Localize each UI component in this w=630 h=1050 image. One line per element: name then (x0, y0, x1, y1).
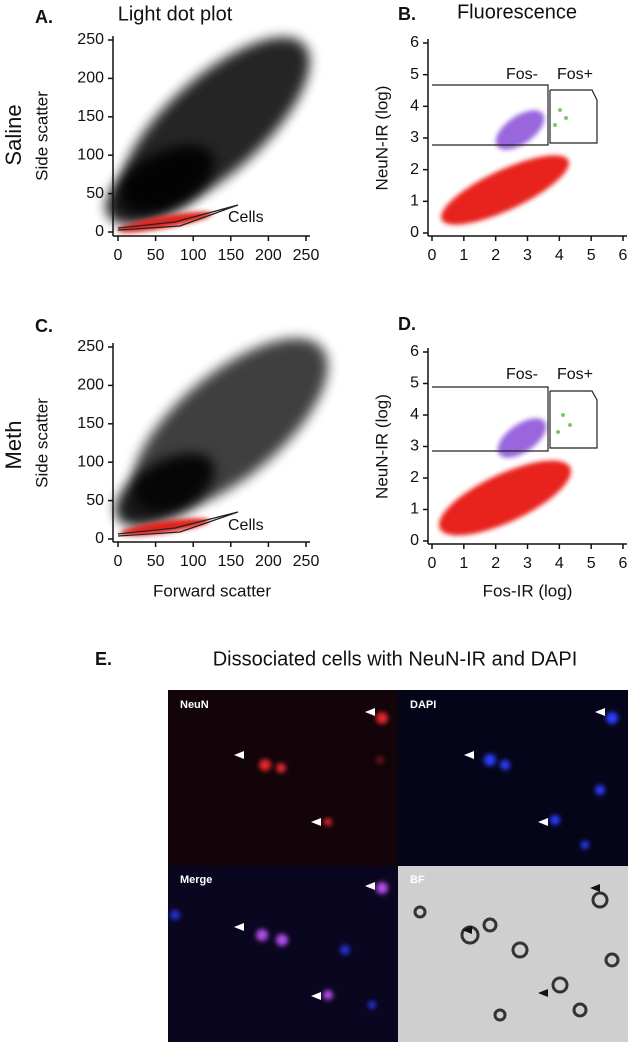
row-label: Saline (1, 104, 26, 165)
x-tick-label: 0 (114, 553, 123, 570)
y-tick-label: 0 (95, 223, 104, 240)
x-axis-label: Forward scatter (153, 581, 271, 600)
row-label: Meth (1, 421, 26, 470)
y-tick-label: 250 (77, 338, 104, 355)
gate-cells-c (117, 511, 239, 537)
panel-title: Light dot plot (118, 3, 233, 25)
y-tick-label: 5 (410, 375, 419, 392)
x-tick-label: 5 (587, 555, 596, 572)
x-tick-label: 150 (217, 553, 244, 570)
gate-cells-a (117, 204, 239, 231)
gate-fos-pos-b (549, 89, 598, 144)
y-tick-label: 50 (86, 185, 104, 202)
y-axis-label: NeuN-IR (log) (372, 86, 391, 191)
y-tick-label: 5 (410, 66, 419, 83)
y-tick-label: 150 (77, 415, 104, 432)
x-tick-label: 2 (491, 555, 500, 572)
y-tick-label: 0 (95, 530, 104, 547)
x-tick-label: 1 (459, 555, 468, 572)
gate-label: Fos+ (557, 366, 593, 383)
panel-letter: D. (398, 314, 416, 334)
y-tick-label: 3 (410, 438, 419, 455)
y-tick-label: 100 (77, 146, 104, 163)
x-tick-label: 2 (491, 247, 500, 264)
x-tick-label: 4 (555, 555, 564, 572)
x-tick-label: 0 (428, 247, 437, 264)
x-tick-label: 0 (114, 247, 123, 264)
y-tick-label: 250 (77, 31, 104, 48)
gate-label: Fos+ (557, 66, 593, 83)
y-tick-label: 1 (410, 501, 419, 518)
y-tick-label: 0 (410, 532, 419, 549)
micrograph (168, 690, 628, 1042)
gate-label: Cells (228, 209, 264, 226)
x-tick-label: 50 (147, 553, 165, 570)
y-tick-label: 2 (410, 469, 419, 486)
x-tick-label: 100 (180, 247, 207, 264)
x-tick-label: 6 (619, 247, 628, 264)
x-tick-label: 150 (217, 247, 244, 264)
panel-title: Fluorescence (457, 1, 577, 23)
y-tick-label: 6 (410, 34, 419, 51)
panel-title: Dissociated cells with NeuN-IR and DAPI (213, 648, 578, 670)
density-d (438, 413, 572, 536)
density-b (440, 108, 570, 225)
y-tick-label: 100 (77, 453, 104, 470)
y-tick-label: 3 (410, 129, 419, 146)
panel-letter: B. (398, 4, 416, 24)
gate-label: Fos- (506, 66, 538, 83)
x-tick-label: 50 (147, 247, 165, 264)
x-tick-label: 4 (555, 247, 564, 264)
panel-letter: E. (95, 649, 112, 669)
x-axis-label: Fos-IR (log) (483, 581, 573, 600)
gate-fos-pos-d (549, 390, 598, 449)
quadrant-label: DAPI (410, 699, 436, 711)
y-tick-label: 6 (410, 343, 419, 360)
gate-fos-neg-b (432, 84, 549, 146)
x-tick-label: 200 (255, 247, 282, 264)
density-a (105, 37, 310, 233)
x-tick-label: 200 (255, 553, 282, 570)
density-c (115, 338, 328, 536)
y-tick-label: 2 (410, 161, 419, 178)
x-tick-label: 0 (428, 555, 437, 572)
y-tick-label: 200 (77, 70, 104, 87)
gate-label: Fos- (506, 366, 538, 383)
quadrant-label: BF (410, 874, 425, 886)
quadrant-label: NeuN (180, 699, 209, 711)
y-tick-label: 50 (86, 492, 104, 509)
y-tick-label: 1 (410, 193, 419, 210)
x-tick-label: 6 (619, 555, 628, 572)
x-tick-label: 100 (180, 553, 207, 570)
panel-letter: C. (35, 316, 53, 336)
x-tick-label: 1 (459, 247, 468, 264)
y-tick-label: 4 (410, 406, 419, 423)
y-axis-label: Side scatter (32, 91, 51, 181)
y-tick-label: 0 (410, 224, 419, 241)
panel-letter: A. (35, 7, 53, 27)
x-tick-label: 3 (523, 555, 532, 572)
quadrant-label: Merge (180, 874, 212, 886)
x-tick-label: 250 (293, 553, 320, 570)
x-tick-label: 250 (293, 247, 320, 264)
y-axis-label: Side scatter (32, 398, 51, 488)
y-tick-label: 200 (77, 377, 104, 394)
gate-fos-neg-d (432, 386, 549, 452)
y-axis-label: NeuN-IR (log) (372, 394, 391, 499)
x-tick-label: 5 (587, 247, 596, 264)
y-tick-label: 150 (77, 108, 104, 125)
x-tick-label: 3 (523, 247, 532, 264)
gate-label: Cells (228, 517, 264, 534)
y-tick-label: 4 (410, 98, 419, 115)
